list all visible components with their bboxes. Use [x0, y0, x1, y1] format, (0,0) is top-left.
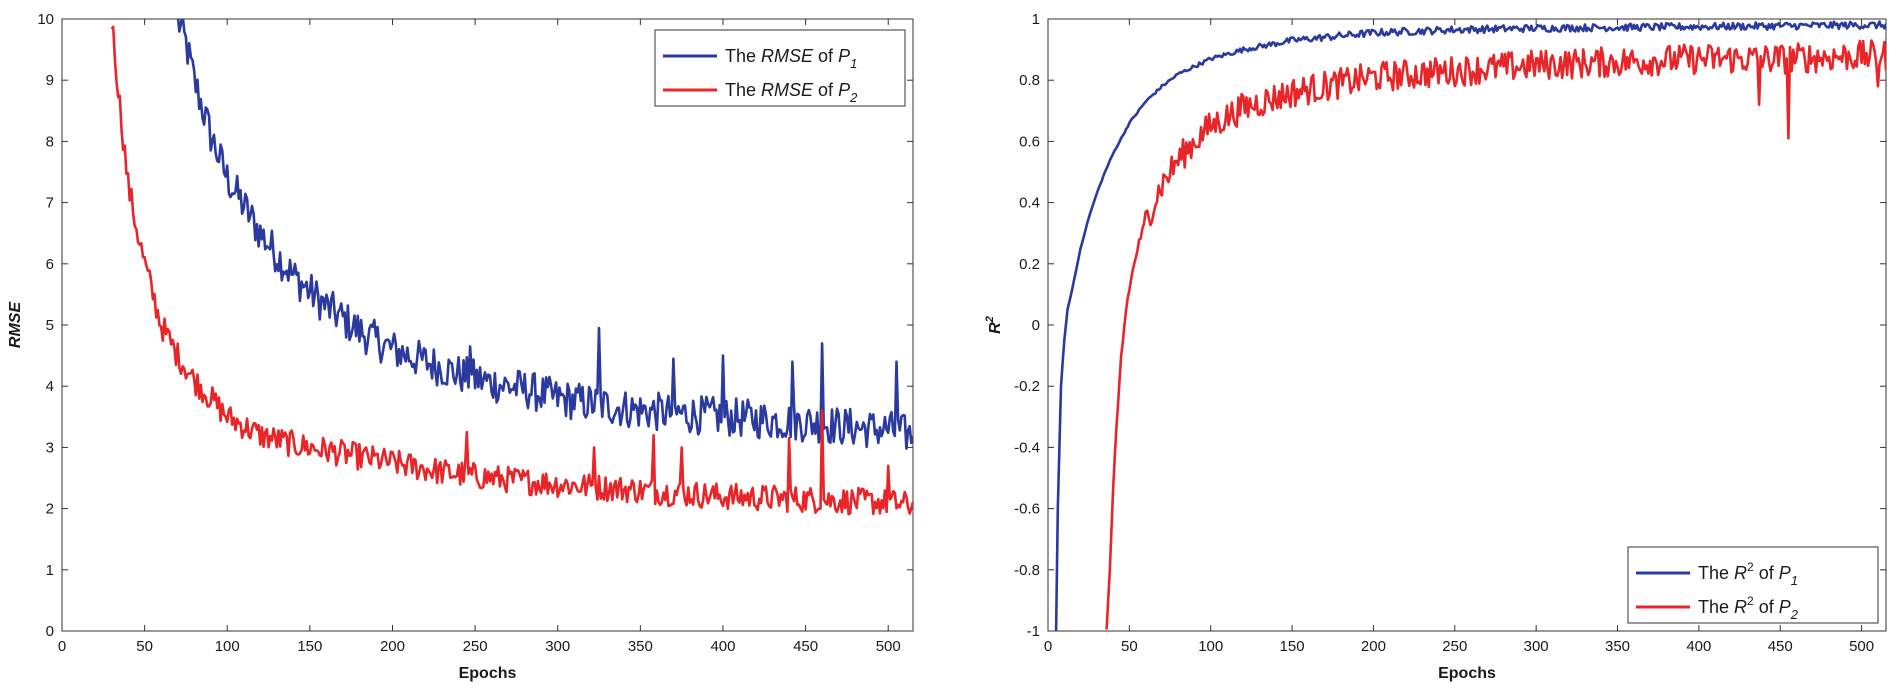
legend-box [1627, 546, 1879, 624]
legend-metric: R [1734, 563, 1747, 583]
legend-mid: of [1754, 597, 1779, 617]
x-tick-label: 350 [1605, 638, 1630, 655]
x-tick-label: 500 [876, 638, 901, 655]
legend-metric: RMSE [761, 46, 814, 66]
y-tick-label: 9 [46, 72, 54, 89]
x-axis-label: Epochs [459, 665, 517, 682]
plot-area [1047, 18, 1887, 632]
legend-label-2: The R2 of P2 [1698, 594, 1799, 622]
x-tick-label: 150 [297, 638, 322, 655]
legend-sup: 2 [1747, 594, 1754, 608]
series-line-1 [176, 19, 913, 450]
legend-mid: of [1754, 563, 1779, 583]
legend-metric: R [1734, 597, 1747, 617]
legend-prefix: The [1698, 597, 1734, 617]
legend-prefix: The [725, 80, 761, 100]
x-tick-label: 0 [1044, 638, 1052, 655]
series-line-1 [1054, 20, 1886, 631]
x-tick-label: 50 [1121, 638, 1138, 655]
y-axis-label-sup: 2 [984, 316, 996, 323]
y-axis-label: RMSE [7, 301, 24, 349]
legend-box [654, 29, 906, 107]
x-tick-label: 250 [1442, 638, 1467, 655]
legend-mid: of [813, 46, 838, 66]
y-axis-label: R2 [984, 316, 1004, 334]
x-tick-label: 400 [1686, 638, 1711, 655]
y-tick-label: 8 [46, 133, 54, 150]
legend-prefix: The [1698, 563, 1734, 583]
y-tick-label: 4 [46, 378, 54, 395]
x-tick-label: 200 [1361, 638, 1386, 655]
y-tick-label: -0.6 [1014, 501, 1040, 518]
x-tick-label: 450 [793, 638, 818, 655]
y-axis-label-base: R [987, 322, 1004, 334]
chart-1: 0 50 100 150 200 250 300 350 400 450 500 0 1 2 3 4 5 6 7 8 9… [7, 11, 914, 682]
y-tick-label: 0.6 [1019, 133, 1040, 150]
y-tick-label: 10 [37, 11, 54, 28]
legend-mid: of [813, 80, 838, 100]
legend-sub: 2 [849, 90, 858, 105]
series-line-2 [110, 25, 913, 516]
y-tick-label: -0.4 [1014, 439, 1040, 456]
legend-sub: 1 [850, 56, 857, 71]
x-tick-label: 200 [380, 638, 405, 655]
legend-prefix: The [725, 46, 761, 66]
y-tick-label: 0.8 [1019, 72, 1040, 89]
x-tick-label: 500 [1849, 638, 1874, 655]
y-tick-label: 0 [1032, 317, 1040, 334]
x-tick-label: 450 [1768, 638, 1793, 655]
y-tick-label: 0 [46, 623, 54, 640]
y-tick-label: 2 [46, 501, 54, 518]
y-tick-label: 0.2 [1019, 256, 1040, 273]
x-tick-label: 0 [58, 638, 66, 655]
legend-label-2: The RMSE of P2 [725, 80, 858, 105]
x-tick-label: 100 [215, 638, 240, 655]
series-group [1054, 20, 1886, 631]
x-tick-label: 300 [1524, 638, 1549, 655]
y-tick-label: 3 [46, 439, 54, 456]
y-tick-label: 5 [46, 317, 54, 334]
x-tick-label: 350 [628, 638, 653, 655]
x-tick-label: 50 [136, 638, 153, 655]
y-tick-label: 7 [46, 195, 54, 212]
legend-sup: 2 [1747, 560, 1754, 574]
x-tick-label: 250 [463, 638, 488, 655]
y-tick-label: -1 [1027, 623, 1040, 640]
x-tick-label: 400 [710, 638, 735, 655]
legend-label-1: The RMSE of P1 [725, 46, 857, 71]
series-group [110, 19, 913, 516]
y-tick-label: -0.2 [1014, 378, 1040, 395]
series-line-2 [1105, 39, 1886, 630]
legend-metric: RMSE [761, 80, 814, 100]
legend-label-1: The R2 of P1 [1698, 560, 1798, 588]
legend-sub: 1 [1791, 573, 1798, 588]
x-tick-label: 100 [1198, 638, 1223, 655]
legend-sub: 2 [1790, 607, 1799, 622]
y-tick-label: 1 [46, 562, 54, 579]
legend-var: P [1779, 597, 1791, 617]
legend-var: P [838, 80, 850, 100]
y-tick-label: 0.4 [1019, 195, 1040, 212]
x-axis-label: Epochs [1438, 665, 1496, 682]
y-tick-label: 1 [1032, 11, 1040, 28]
legend-var: P [838, 46, 850, 66]
y-tick-label: -0.8 [1014, 562, 1040, 579]
x-tick-label: 300 [545, 638, 570, 655]
chart-2: 0 50 100 150 200 250 300 350 400 450 500 -1 -0.8 -0.6… [984, 11, 1887, 682]
legend-var: P [1779, 563, 1791, 583]
y-tick-label: 6 [46, 256, 54, 273]
x-tick-label: 150 [1280, 638, 1305, 655]
plot-area [61, 18, 914, 632]
